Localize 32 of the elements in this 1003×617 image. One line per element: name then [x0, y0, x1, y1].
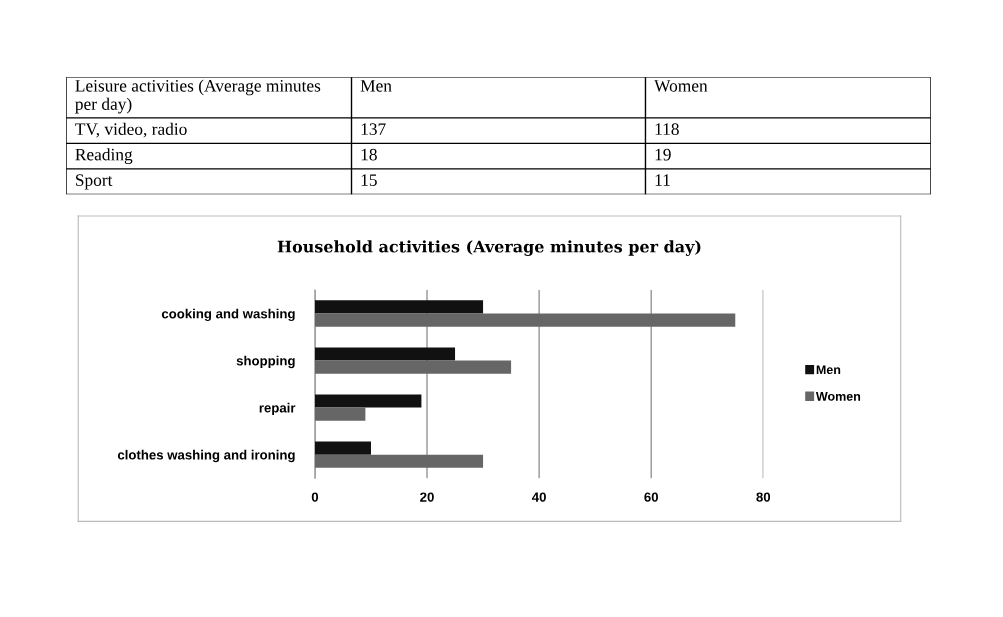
legend-label: Men [816, 365, 841, 375]
data-label: 18 [361, 148, 377, 161]
text: Leisure activities (Average minutes per day) [75, 79, 321, 114]
bar [314, 407, 366, 421]
chart-title: Household activities (Average minutes per day) [277, 240, 701, 256]
x-tick-label: 0 [311, 492, 319, 502]
category-label: Reading [75, 148, 133, 165]
data-label: 11 [655, 174, 670, 186]
x-tick-label: 80 [756, 492, 771, 502]
bar [314, 394, 422, 408]
data-label: 15 [361, 174, 377, 186]
bar [314, 454, 484, 468]
bar [314, 360, 512, 374]
bar [314, 347, 456, 361]
legend-label: Women [815, 392, 861, 401]
category-label: Sport [76, 174, 113, 190]
x-tick-label: 40 [531, 492, 546, 502]
data-label: 118 [655, 123, 679, 135]
y-tick-label: cooking and washing [161, 308, 295, 322]
y-tick-label: shopping [236, 355, 295, 369]
category-label: TV, video, radio [75, 122, 187, 138]
bar [314, 313, 736, 327]
bar [314, 300, 484, 314]
data-label: 137 [361, 123, 386, 135]
x-tick-label: 60 [644, 492, 658, 502]
bar [314, 441, 371, 455]
y-tick-label: repair [259, 402, 296, 416]
y-tick-label: clothes washing and ironing [117, 449, 295, 463]
x-tick-label: 20 [420, 492, 434, 502]
text: Women [654, 80, 708, 92]
text: Men [360, 80, 392, 92]
data-label: 19 [655, 148, 671, 161]
